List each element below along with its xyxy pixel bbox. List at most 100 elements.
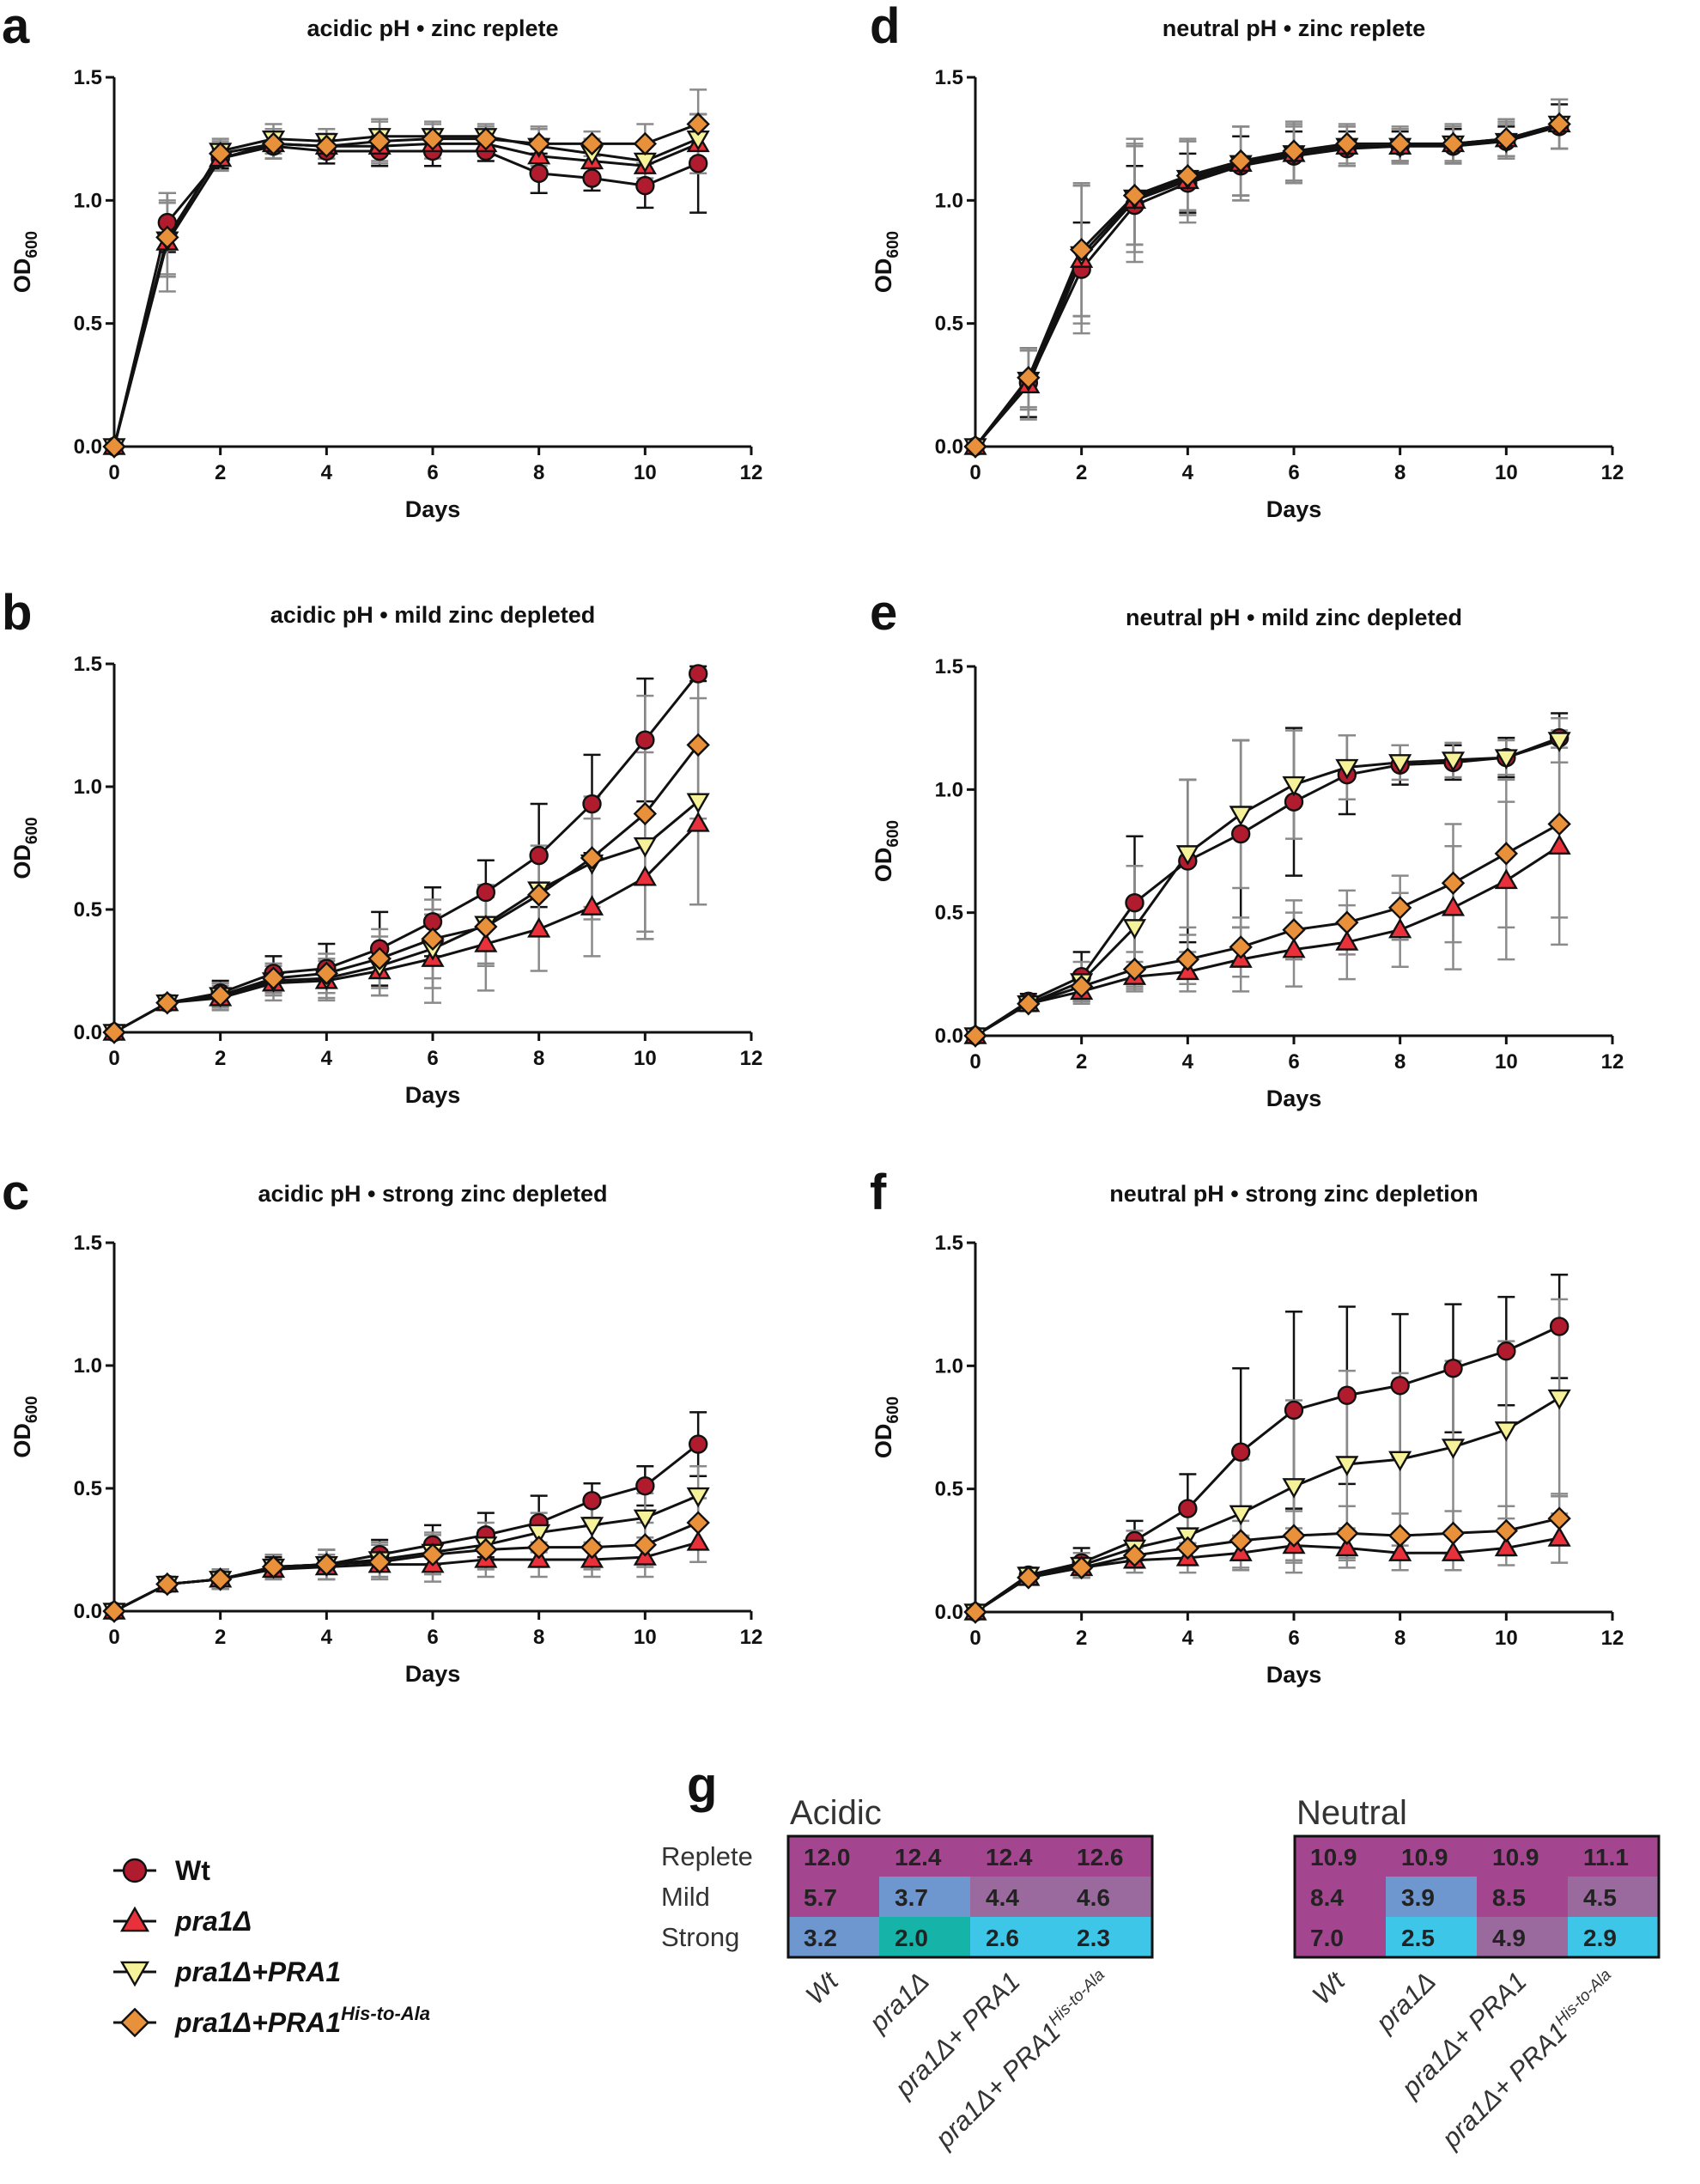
x-axis-label: Days [1266, 1086, 1322, 1111]
x-tick-label: 4 [1182, 1050, 1194, 1074]
y-axis-label-subscript: 600 [23, 231, 41, 259]
data-point-pra1-pra1his-to-ala [580, 1535, 604, 1560]
data-point-pra1-pra1his-to-ala [1229, 149, 1253, 173]
heatmap-title: Neutral [1296, 1794, 1407, 1832]
data-point-wt [476, 882, 496, 903]
data-point-pra1 [1494, 868, 1518, 890]
series-line-pra1-pra1his-to-ala [112, 123, 699, 447]
heatmap-cell-value: 12.6 [1077, 1844, 1124, 1871]
data-point-pra1-pra1his-to-ala [580, 131, 604, 156]
heatmap-cell [788, 1877, 879, 1917]
x-tick-label: 0 [108, 1047, 119, 1070]
data-point-pra1-pra1his-to-ala [963, 1024, 987, 1048]
data-point-pra1-pra1his-to-ala [526, 131, 551, 156]
data-point-wt [1337, 1385, 1357, 1405]
panel-letter-a: a [2, 0, 30, 54]
data-point-pra1-pra1his-to-ala [261, 131, 286, 156]
heatmap-column-label: Wt [799, 1965, 845, 2011]
x-tick-label: 6 [1288, 461, 1299, 484]
legend-label: pra1Δ+PRA1His-to-Ala [174, 2003, 430, 2038]
heatmap-cell [1061, 1836, 1152, 1877]
data-point-wt [1284, 1400, 1304, 1421]
data-point-wt [1125, 892, 1144, 913]
heatmap-border [1293, 1834, 1661, 1959]
data-point-pra1-pra1his-to-ala [1069, 1555, 1094, 1580]
x-tick-label: 2 [215, 461, 226, 484]
x-tick-label: 0 [108, 461, 119, 484]
heatmap-cell-value: 8.4 [1310, 1884, 1344, 1911]
data-point-wt [1390, 1376, 1410, 1396]
series-line-wt [974, 125, 1560, 447]
heatmap-cell [879, 1836, 970, 1877]
heatmap-cell [1568, 1917, 1659, 1957]
x-tick-label: 0 [969, 461, 981, 484]
data-point-pra1-pra1his-to-ala [526, 1535, 551, 1560]
data-point-pra1-pra1his-to-ala [1229, 935, 1253, 959]
heatmap-column-label-superscript: His-to-Ala [1551, 1966, 1615, 2029]
data-point-pra1-pra1his-to-ala [633, 1533, 658, 1557]
legend-label-superscript: His-to-Ala [341, 2003, 430, 2024]
y-axis-label-subscript: 600 [23, 817, 41, 844]
data-point-pra1-pra1 [633, 1509, 657, 1530]
data-point-pra1-pra1his-to-ala [1335, 1521, 1359, 1545]
chart-panel-d: d neutral pH • zinc replete 0.0 0.5 1.0 1.5 0 2… [870, 0, 1624, 522]
series-line-pra1-pra1his-to-ala [974, 823, 1560, 1037]
data-point-pra1-pra1 [1547, 1389, 1571, 1410]
data-point-pra1-pra1his-to-ala [1017, 366, 1041, 390]
y-axis-label-main: OD [871, 848, 896, 883]
y-axis-label-subscript: 600 [884, 231, 902, 259]
data-point-pra1-pra1his-to-ala [633, 131, 658, 156]
data-point-pra1 [1335, 930, 1359, 951]
x-axis-label: Days [405, 496, 461, 522]
data-point-pra1-pra1his-to-ala [1441, 871, 1466, 895]
y-tick-label: 1.5 [74, 66, 102, 89]
series-line-pra1 [974, 845, 1560, 1037]
y-axis-label: OD600 [9, 817, 41, 879]
y-axis-label-main: OD [9, 1423, 35, 1458]
x-axis-label: Days [405, 1661, 461, 1687]
y-tick-label: 1.0 [74, 776, 102, 799]
heatmap-cell [1295, 1836, 1386, 1877]
series-line-pra1 [974, 123, 1560, 447]
y-axis-label: OD600 [871, 1396, 902, 1458]
chart-title: neutral pH • zinc replete [1163, 15, 1426, 41]
legend-marker [122, 1858, 148, 1883]
heatmap-column-label: pra1Δ [863, 1966, 935, 2038]
y-tick-label: 1.5 [935, 655, 963, 678]
data-point-wt [529, 845, 549, 866]
data-point-pra1-pra1 [1494, 749, 1518, 770]
series-line-wt [113, 1443, 700, 1613]
heatmap-column-label: pra1Δ+ PRA1His-to-Ala [1436, 1966, 1624, 2154]
heatmap-cell [879, 1877, 970, 1917]
data-point-pra1-pra1his-to-ala [686, 1511, 710, 1535]
y-axis-label-subscript: 600 [884, 820, 902, 848]
y-axis-label-main: OD [871, 1424, 896, 1459]
y-axis-label: OD600 [871, 820, 902, 882]
heatmap-cell-value: 5.7 [804, 1884, 837, 1911]
heatmap-cell-value: 12.4 [895, 1844, 942, 1871]
chart-title: acidic pH • mild zinc depleted [270, 602, 596, 628]
chart-panel-e: e neutral pH • mild zinc depleted 0.0 0.5 1.… [870, 585, 1624, 1111]
heatmap-cell [788, 1917, 879, 1957]
legend-label-main: pra1Δ+PRA1 [174, 1956, 341, 1987]
data-point-pra1-pra1his-to-ala [208, 1567, 233, 1591]
data-point-pra1-pra1his-to-ala [421, 927, 445, 952]
heatmap-cell [1295, 1917, 1386, 1957]
heatmap-title: Acidic [790, 1794, 882, 1832]
data-point-pra1-pra1his-to-ala [367, 1550, 392, 1574]
x-tick-label: 6 [427, 1626, 438, 1649]
data-point-pra1-pra1his-to-ala [686, 733, 710, 757]
heatmap-row-label: Replete [661, 1841, 753, 1871]
legend-item: pra1Δ+PRA1His-to-Ala [113, 2003, 430, 2038]
data-point-pra1-pra1his-to-ala [633, 801, 658, 826]
y-tick-label: 0.0 [74, 1021, 102, 1044]
x-tick-label: 10 [634, 1047, 657, 1070]
heatmap-cell [788, 1836, 879, 1877]
heatmap-cell [1061, 1877, 1152, 1917]
data-point-pra1-pra1 [1388, 754, 1412, 775]
x-tick-label: 6 [1288, 1050, 1299, 1074]
data-point-pra1 [1282, 937, 1306, 958]
data-point-pra1-pra1his-to-ala [1547, 112, 1571, 137]
heatmap-cell [1477, 1836, 1568, 1877]
heatmap-cell [1386, 1917, 1477, 1957]
